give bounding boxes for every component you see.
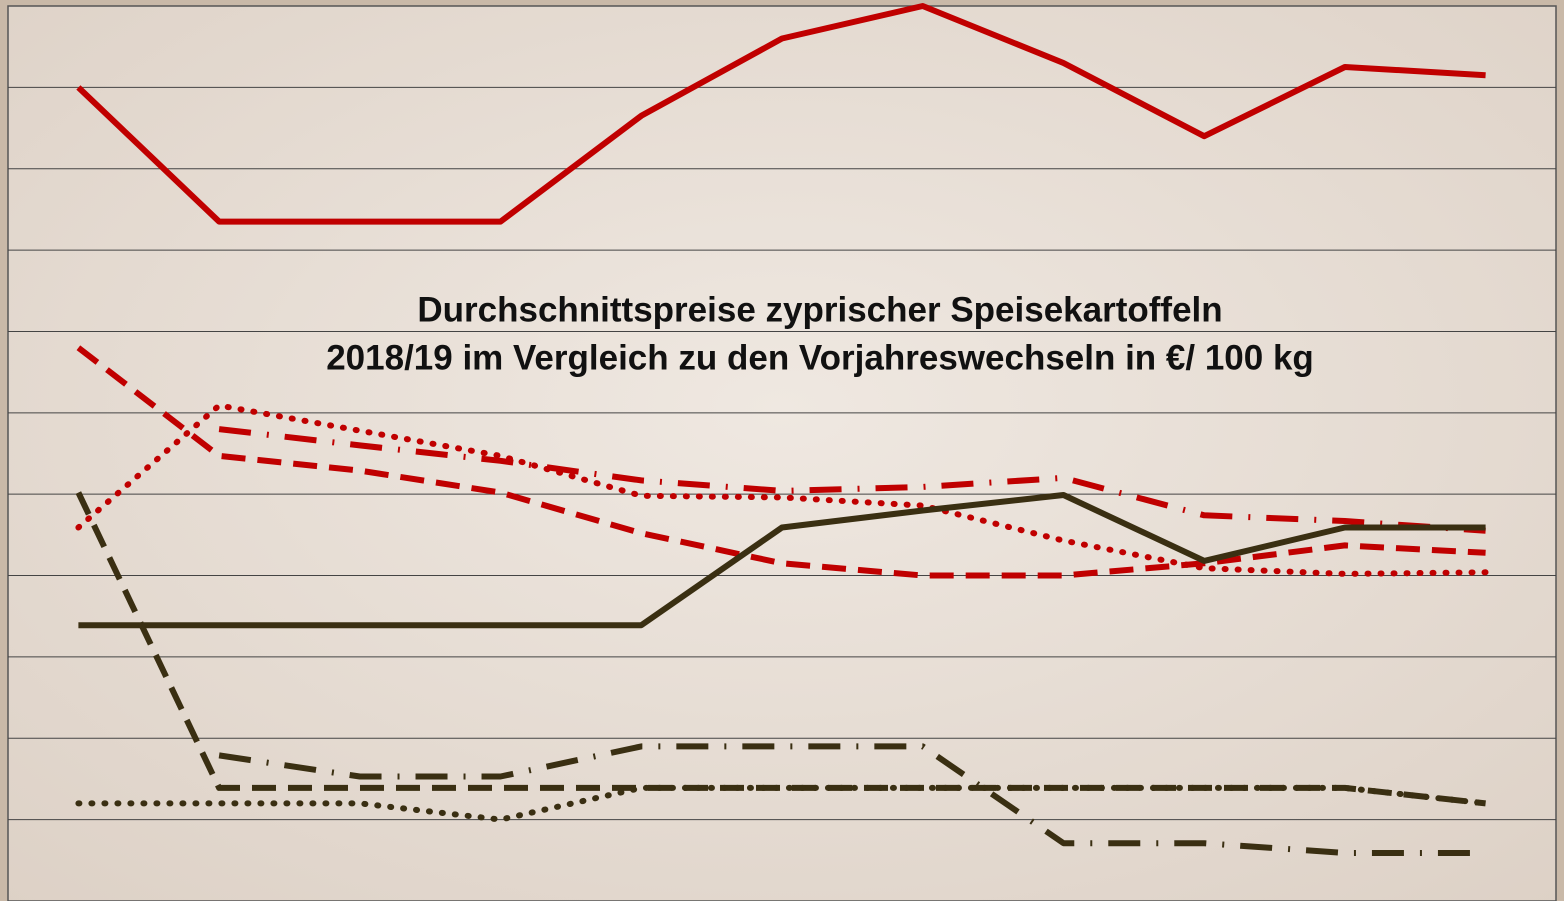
chart-title: Durchschnittspreise zyprischer Speisekar…: [417, 290, 1222, 329]
page: {"chart_data": {"type": "line", "title":…: [0, 0, 1564, 901]
plot-area: [8, 6, 1556, 901]
chart: Durchschnittspreise zyprischer Speisekar…: [0, 0, 1564, 901]
chart-title: 2018/19 im Vergleich zu den Vorjahreswec…: [326, 338, 1314, 377]
